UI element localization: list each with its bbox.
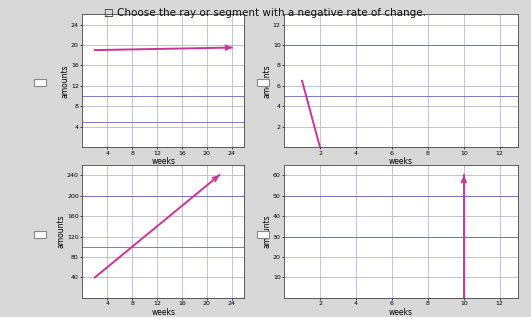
Y-axis label: amounts: amounts xyxy=(262,64,271,98)
Y-axis label: amounts: amounts xyxy=(61,64,70,98)
Y-axis label: amounts: amounts xyxy=(262,215,271,248)
X-axis label: weeks: weeks xyxy=(389,308,413,317)
X-axis label: weeks: weeks xyxy=(151,157,175,166)
Y-axis label: amounts: amounts xyxy=(57,215,65,248)
Text: □ Choose the ray or segment with a negative rate of change.: □ Choose the ray or segment with a negat… xyxy=(105,8,426,18)
X-axis label: weeks: weeks xyxy=(151,308,175,317)
X-axis label: weeks: weeks xyxy=(389,157,413,166)
